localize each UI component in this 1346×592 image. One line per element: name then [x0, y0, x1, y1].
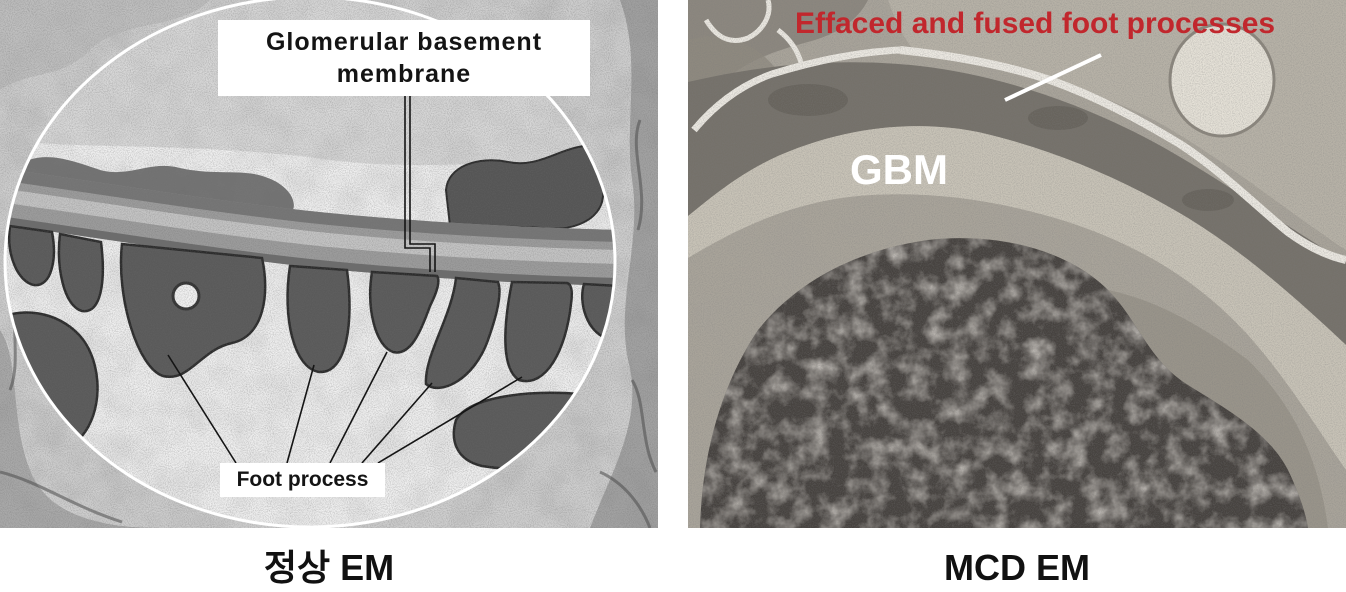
magnification-circle — [3, 0, 617, 528]
effaced-foot-processes-label: Effaced and fused foot processes — [795, 7, 1276, 40]
foot-process-leader-line — [361, 382, 433, 464]
normal-em-panel: Glomerular basement membrane Foot proces… — [0, 0, 658, 528]
mcd-em-caption: MCD EM — [944, 547, 1090, 588]
foot-process-leader-line — [167, 354, 237, 464]
mcd-em-micrograph — [688, 0, 1346, 528]
gbm-label: GBM — [850, 146, 948, 193]
gbm-leader-line — [409, 96, 436, 272]
gbm-label-box: Glomerular basement membrane — [218, 20, 590, 96]
gbm-label-line-1: Glomerular basement — [265, 28, 543, 56]
gbm-leader-line — [404, 96, 431, 272]
annotation-leader-lines — [167, 96, 523, 464]
mcd-em-panel — [688, 0, 1346, 528]
film-grain — [688, 0, 1346, 528]
foot-process-label: Foot process — [220, 463, 385, 497]
effaced-foot-process-leader-line — [1004, 53, 1102, 102]
normal-em-caption: 정상 EM — [263, 547, 395, 588]
foot-process-leader-line — [329, 351, 388, 464]
gbm-label-line-2: membrane — [336, 60, 472, 88]
foot-process-leader-line — [377, 376, 523, 464]
foot-process-leader-line — [286, 364, 315, 464]
